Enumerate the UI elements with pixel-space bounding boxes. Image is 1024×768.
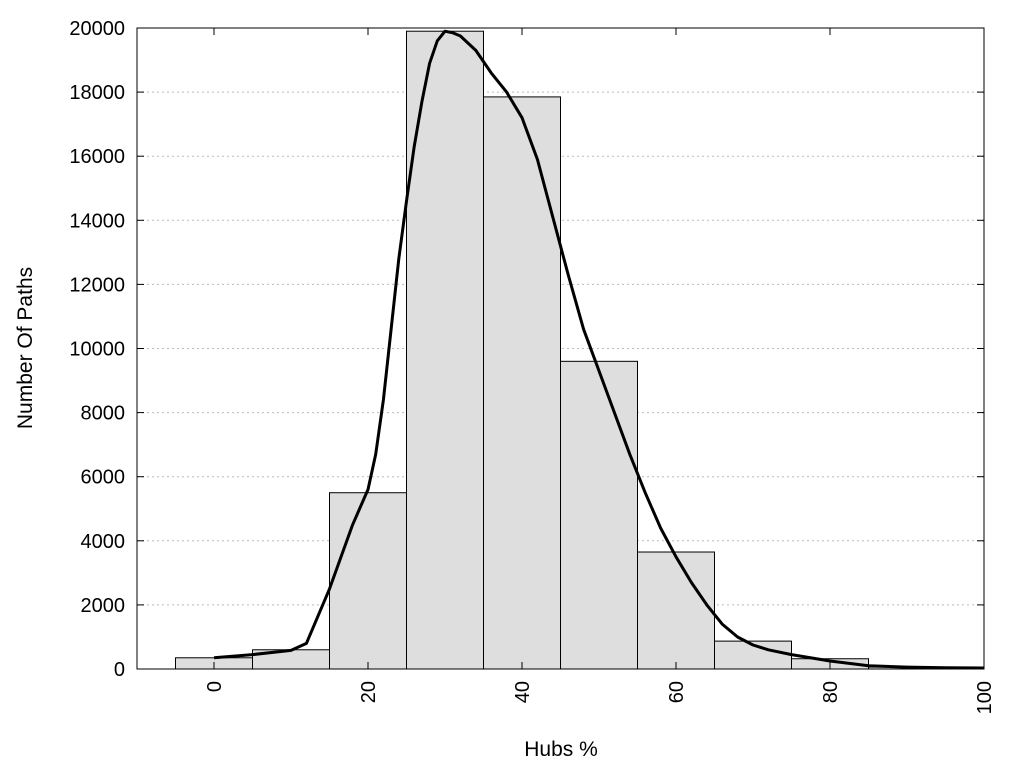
x-axis-title: Hubs %	[524, 738, 598, 761]
y-tick-label: 12000	[69, 274, 125, 296]
x-tick-labels: 0 20 40 60 80 100	[204, 681, 996, 714]
histogram-bar	[329, 492, 407, 670]
y-tick-label: 20000	[69, 18, 125, 40]
y-tick-label: 18000	[69, 82, 125, 104]
x-tick-label: 0	[204, 681, 226, 692]
y-tick-label: 2000	[81, 595, 126, 617]
y-axis-title: Number Of Paths	[14, 267, 37, 429]
density-curve	[213, 29, 985, 670]
y-tick-labels: 0 2000 4000 6000 8000 10000 12000 14000 16000 180…	[69, 18, 125, 681]
x-tick-label: 100	[974, 681, 996, 714]
x-tick-label: 40	[512, 681, 534, 703]
histogram-bar	[637, 551, 715, 670]
histogram-bars	[175, 30, 985, 670]
y-tick-label: 14000	[69, 210, 125, 232]
y-tick-label: 0	[114, 659, 125, 681]
x-tick-label: 60	[666, 681, 688, 703]
histogram-bar	[560, 360, 638, 670]
x-tick-label: 20	[358, 681, 380, 703]
y-tick-label: 4000	[81, 531, 126, 553]
y-tick-label: 8000	[81, 403, 126, 425]
histogram-bar	[483, 96, 561, 670]
y-tick-label: 16000	[69, 146, 125, 168]
grid-lines	[137, 91, 984, 606]
density-curve-layer	[213, 29, 985, 670]
x-tick-label: 80	[820, 681, 842, 703]
axis-ticks	[137, 27, 985, 670]
histogram-bar	[406, 30, 484, 670]
y-tick-label: 10000	[69, 339, 125, 361]
y-tick-label: 6000	[81, 467, 126, 489]
